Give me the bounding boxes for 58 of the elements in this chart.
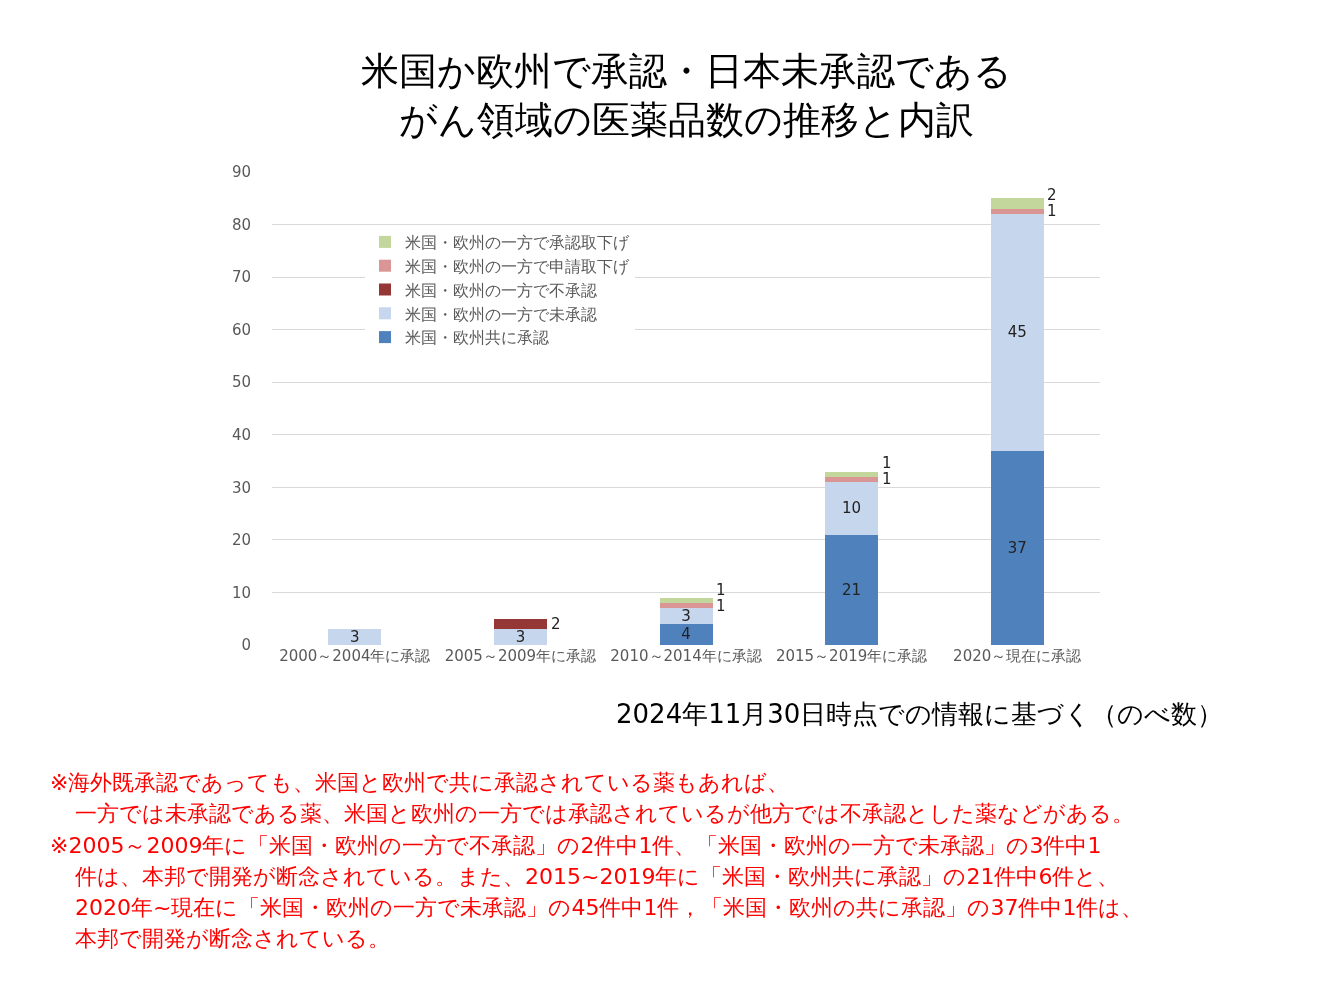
- y-tick-label: 70: [231, 268, 251, 287]
- legend-label: 米国・欧州共に承認: [405, 328, 549, 348]
- y-tick-label: 90: [231, 163, 251, 182]
- data-label: 37: [1007, 538, 1027, 557]
- text: ※海外既承認であっても、米国と欧州で共に承認されている薬もあれば、: [50, 770, 790, 795]
- bar: [659, 623, 713, 645]
- x-tick-label: 2020～現在に承認: [953, 647, 1082, 665]
- data-label: 1: [716, 597, 726, 615]
- text: 2024年11月30日時点での情報に基づく（のべ数）: [616, 699, 1224, 729]
- y-tick-label: 50: [231, 373, 251, 392]
- y-tick-label: 80: [231, 215, 251, 234]
- data-label: 3: [515, 628, 526, 647]
- text: 件は、本邦で開発が断念されている。また、2015~2019年に「米国・欧州共に承認」の21件中6件と、: [75, 864, 1120, 889]
- text: 一方では未承認である薬、米国と欧州の一方では承認されているが他方では不承認とした薬などがある。: [75, 801, 1134, 826]
- y-tick-label: 30: [231, 478, 251, 497]
- bar: [825, 534, 879, 645]
- bar: [990, 198, 1044, 209]
- data-label: 2: [551, 615, 561, 633]
- bar: [825, 471, 879, 477]
- bar: [493, 629, 547, 645]
- data-label: 1: [716, 581, 726, 599]
- bar: [659, 608, 713, 624]
- legend-label: 米国・欧州の一方で承認取下げ: [405, 233, 630, 253]
- data-label: 10: [842, 499, 862, 518]
- bar: [659, 597, 713, 603]
- x-tick-label: 2010～2014年に承認: [610, 647, 762, 665]
- text: 2020年~現在に「米国・欧州の一方で未承認」の45件中1件，「米国・欧州の共に承認」の37件中1件は、: [75, 895, 1144, 920]
- y-tick-label: 40: [231, 426, 251, 445]
- data-label: 21: [842, 580, 862, 599]
- x-tick-label: 2015～2019年に承認: [775, 647, 928, 665]
- y-tick-label: 0: [241, 636, 251, 655]
- bar: [990, 450, 1044, 645]
- y-tick-label: 20: [231, 531, 251, 550]
- bar: [990, 208, 1044, 215]
- text: 本邦で開発が断念されている。: [75, 926, 390, 951]
- legend-label: 米国・欧州の一方で申請取下げ: [405, 256, 630, 276]
- data-label: 3: [681, 607, 691, 626]
- data-label: 2: [1047, 186, 1057, 204]
- bar: [493, 618, 547, 630]
- bar: [825, 476, 879, 483]
- chart-title: 米国か欧州で承認・日本未承認であるがん領域の医薬品数の推移と内訳: [360, 49, 1012, 143]
- legend-label: 米国・欧州の一方で未承認: [405, 304, 597, 324]
- text: ※2005～2009年に「米国・欧州の一方で不承認」の2件中1件、「米国・欧州の一方で未承認」の3件中1: [50, 833, 1102, 858]
- x-tick-label: 2000～2004年に承認: [279, 647, 431, 665]
- data-label: 3: [350, 628, 360, 647]
- bar: [659, 602, 713, 609]
- data-label: 45: [1007, 323, 1027, 342]
- legend-label: 米国・欧州の一方で不承認: [405, 280, 597, 300]
- bar: [990, 214, 1044, 451]
- y-tick-label: 10: [231, 583, 251, 602]
- y-tick-label: 60: [231, 320, 251, 339]
- bar: [825, 482, 879, 535]
- data-label: 1: [882, 454, 892, 472]
- data-label: 1: [1047, 202, 1057, 220]
- bar: [328, 629, 382, 645]
- data-label: 1: [882, 470, 892, 488]
- data-label: 4: [681, 625, 691, 644]
- x-tick-label: 2005～2009年に承認: [444, 647, 597, 665]
